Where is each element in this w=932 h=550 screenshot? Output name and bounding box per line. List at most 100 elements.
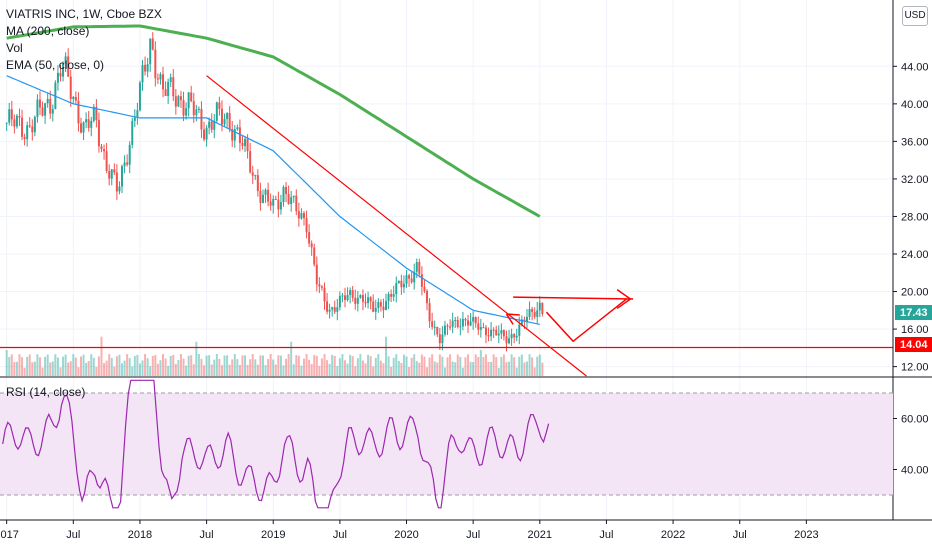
volume-bar xyxy=(156,363,159,376)
volume-bar xyxy=(418,362,421,376)
volume-bar xyxy=(115,356,118,376)
candle-body xyxy=(413,271,416,283)
volume-bar xyxy=(379,360,382,376)
last-price-label: 17.43 xyxy=(895,305,932,320)
candle-body xyxy=(331,307,334,310)
volume-bar xyxy=(74,357,77,376)
candle-body xyxy=(192,101,195,116)
candle-body xyxy=(113,169,116,173)
candle-body xyxy=(59,72,62,77)
candle-body xyxy=(482,327,485,329)
volume-bar xyxy=(272,359,275,376)
candle-body xyxy=(400,280,403,288)
symbol-title[interactable]: VIATRIS INC, 1W, Cboe BZX xyxy=(6,7,162,21)
volume-bar xyxy=(167,365,170,376)
candle-body xyxy=(346,295,349,301)
small-arrow xyxy=(505,313,520,325)
volume-bar xyxy=(315,355,318,376)
candle-body xyxy=(10,109,13,120)
candle-body xyxy=(290,197,293,205)
candle-body xyxy=(351,290,354,298)
currency-button[interactable]: USD xyxy=(902,6,928,26)
volume-bar xyxy=(538,354,541,376)
candle-body xyxy=(95,106,98,121)
candle-body xyxy=(213,120,216,130)
candle-body xyxy=(5,122,8,124)
volume-bar xyxy=(38,357,41,376)
volume-bar xyxy=(477,356,480,376)
candle-body xyxy=(269,201,272,206)
volume-bar xyxy=(454,362,457,376)
ema-legend[interactable]: EMA (50, close, 0) xyxy=(6,58,105,72)
volume-bar xyxy=(377,354,380,376)
candle-body xyxy=(443,325,446,335)
candle-body xyxy=(126,162,129,165)
candle-body xyxy=(144,64,147,72)
candle-body xyxy=(123,162,126,167)
ema50-line xyxy=(6,75,540,325)
candle-body xyxy=(85,119,88,123)
volume-bar xyxy=(408,366,411,376)
candle-body xyxy=(295,195,298,212)
volume-bar xyxy=(269,354,272,376)
candle-body xyxy=(108,170,111,179)
candle-body xyxy=(282,187,285,203)
volume-bar xyxy=(162,354,165,376)
candle-body xyxy=(149,38,152,65)
time-tick-label: Jul xyxy=(333,529,347,541)
volume-bar xyxy=(500,356,503,376)
ma-legend[interactable]: MA (200, close) xyxy=(6,24,90,38)
candle-body xyxy=(369,297,372,302)
volume-bar xyxy=(354,366,357,376)
price-pane-bg xyxy=(0,0,893,376)
volume-bar xyxy=(195,341,198,376)
candle-body xyxy=(315,264,318,285)
time-tick-label: Jul xyxy=(466,529,480,541)
volume-bar xyxy=(410,357,413,376)
price-tick-label: 16.00 xyxy=(901,324,929,336)
candle-body xyxy=(310,243,313,248)
candle-body xyxy=(244,138,247,146)
candle-body xyxy=(15,115,18,127)
candle-body xyxy=(231,129,234,141)
volume-bar xyxy=(87,360,90,376)
candle-body xyxy=(79,123,82,133)
volume-bar xyxy=(51,361,54,376)
candle-body xyxy=(395,283,398,295)
candle-body xyxy=(179,96,182,101)
price-tick-label: 24.00 xyxy=(901,249,929,261)
volume-bar xyxy=(231,359,234,376)
volume-bar xyxy=(69,361,72,376)
candle-body xyxy=(21,117,24,137)
volume-bar xyxy=(426,367,429,376)
candle-body xyxy=(487,335,490,337)
time-tick-label: 2020 xyxy=(394,529,418,541)
volume-bar xyxy=(244,355,247,376)
volume-bar xyxy=(21,357,24,376)
candle-body xyxy=(336,307,339,312)
resistance-line xyxy=(513,296,634,300)
volume-bar xyxy=(487,361,490,376)
volume-bar xyxy=(213,359,216,376)
vol-legend[interactable]: Vol xyxy=(6,41,23,55)
volume-bar xyxy=(374,358,377,376)
candle-body xyxy=(426,290,429,304)
candle-body xyxy=(151,38,154,50)
price-tick-label: 40.00 xyxy=(901,99,929,111)
volume-bar xyxy=(105,360,108,376)
candle-body xyxy=(203,129,206,140)
volume-bar xyxy=(459,356,462,376)
candle-body xyxy=(446,325,449,327)
candle-body xyxy=(300,213,303,219)
candle-body xyxy=(146,64,149,72)
candle-body xyxy=(469,321,472,326)
volume-bar xyxy=(190,355,193,376)
time-tick-label: 2021 xyxy=(528,529,552,541)
candle-body xyxy=(415,262,418,272)
candle-body xyxy=(341,295,344,297)
volume-bar xyxy=(310,364,313,376)
candle-body xyxy=(259,191,262,203)
rsi-legend[interactable]: RSI (14, close) xyxy=(6,385,86,399)
volume-bar xyxy=(359,354,362,376)
volume-bar xyxy=(395,354,398,376)
